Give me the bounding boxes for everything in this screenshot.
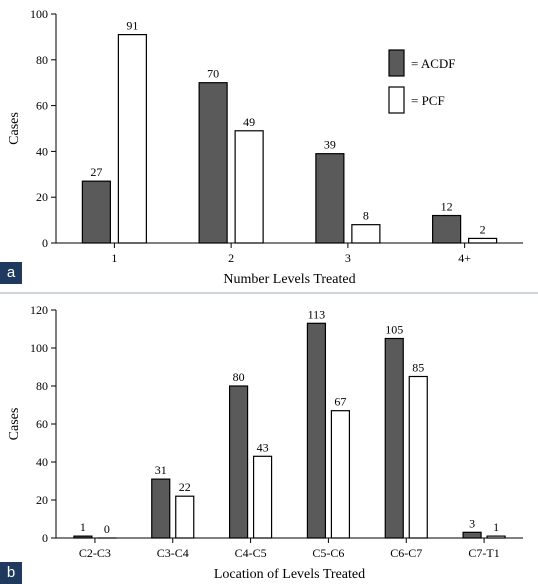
pcf-bar (234, 130, 264, 244)
bar-value-label: 1 (493, 520, 499, 534)
x-tick-label: 2 (228, 251, 234, 265)
bar-value-label: 85 (412, 361, 424, 375)
y-tick-label: 120 (30, 303, 48, 317)
x-axis-label: Location of Levels Treated (214, 567, 365, 582)
chart-panel-b: 0 20 40 60 80 100 120 Cases C2-C3 1 0 C3-C4 31 22 C4-C… (0, 292, 538, 584)
y-tick-label: 60 (36, 417, 48, 431)
bar-value-label: 49 (243, 115, 255, 129)
pcf-bar (408, 375, 428, 539)
acdf-bar (81, 180, 111, 244)
panel-divider (0, 292, 538, 294)
x-tick-label: 4+ (458, 251, 471, 265)
x-tick-label: C4-C5 (235, 546, 267, 560)
pcf-bar (175, 495, 195, 539)
acdf-bar (315, 153, 345, 244)
y-tick-label: 40 (36, 455, 48, 469)
panel-label-a: a (0, 262, 22, 284)
legend-swatch-acdf (388, 49, 405, 77)
y-axis-label: Cases (7, 112, 22, 145)
panel-label-b: b (0, 562, 22, 584)
bar-value-label: 31 (155, 463, 167, 477)
y-tick-label: 0 (42, 236, 48, 250)
y-tick-label: 60 (36, 99, 48, 113)
acdf-bar (228, 385, 249, 539)
bar-value-label: 70 (207, 67, 219, 81)
acdf-bar (73, 535, 93, 539)
pcf-bar (468, 237, 498, 244)
y-tick-label: 100 (30, 341, 48, 355)
x-axis-label: Number Levels Treated (223, 272, 355, 287)
acdf-bar (384, 337, 404, 539)
x-tick-label: C6-C7 (390, 546, 422, 560)
legend-swatch-pcf (388, 86, 405, 114)
bar-value-label: 0 (104, 522, 110, 536)
bar-value-label: 43 (257, 440, 269, 454)
acdf-bar (306, 322, 327, 539)
acdf-bar (151, 478, 171, 539)
acdf-bar (198, 82, 228, 244)
pcf-bar (117, 34, 147, 244)
x-tick-label: C7-T1 (468, 546, 499, 560)
x-tick-label: 3 (345, 251, 351, 265)
acdf-bar (432, 214, 462, 244)
legend-label-acdf: = ACDF (411, 56, 456, 71)
x-tick-label: C3-C4 (157, 546, 189, 560)
y-tick-label: 40 (36, 144, 48, 158)
y-tick-label: 0 (42, 531, 48, 545)
bar-value-label: 12 (441, 200, 453, 214)
acdf-bar (462, 531, 482, 539)
bar-value-label: 1 (80, 520, 86, 534)
pcf-bar (330, 410, 351, 539)
y-tick-label: 100 (30, 7, 48, 21)
pcf-bar (486, 535, 506, 539)
bar-value-label: 8 (363, 209, 369, 223)
x-tick-label: C5-C6 (312, 546, 344, 560)
pcf-bar (351, 224, 381, 244)
pcf-bar (252, 455, 273, 539)
y-tick-label: 20 (36, 190, 48, 204)
bar-value-label: 113 (308, 307, 326, 321)
bar-value-label: 80 (233, 370, 245, 384)
y-tick-label: 80 (36, 379, 48, 393)
y-tick-label: 20 (36, 493, 48, 507)
y-tick-label: 80 (36, 53, 48, 67)
bar-value-label: 105 (385, 323, 403, 337)
bar-value-label: 91 (126, 19, 138, 33)
bar-value-label: 22 (179, 480, 191, 494)
legend-label-pcf: = PCF (411, 93, 445, 108)
x-tick-label: C2-C3 (79, 546, 111, 560)
chart-a-svg: 0 20 40 60 80 100 Cases 1 27 91 2 70 49 3 39 8 4+ 12 2 Numb… (7, 7, 523, 287)
bar-value-label: 39 (324, 138, 336, 152)
bar-value-label: 3 (469, 516, 475, 530)
x-tick-label: 1 (111, 251, 117, 265)
chart-panel-a: 0 20 40 60 80 100 Cases 1 27 91 2 70 49 3 39 8 4+ 12 2 Numb… (0, 7, 523, 287)
bar-value-label: 2 (480, 222, 486, 236)
y-axis-label: Cases (7, 408, 22, 441)
bar-value-label: 67 (334, 395, 346, 409)
bar-value-label: 27 (90, 165, 102, 179)
